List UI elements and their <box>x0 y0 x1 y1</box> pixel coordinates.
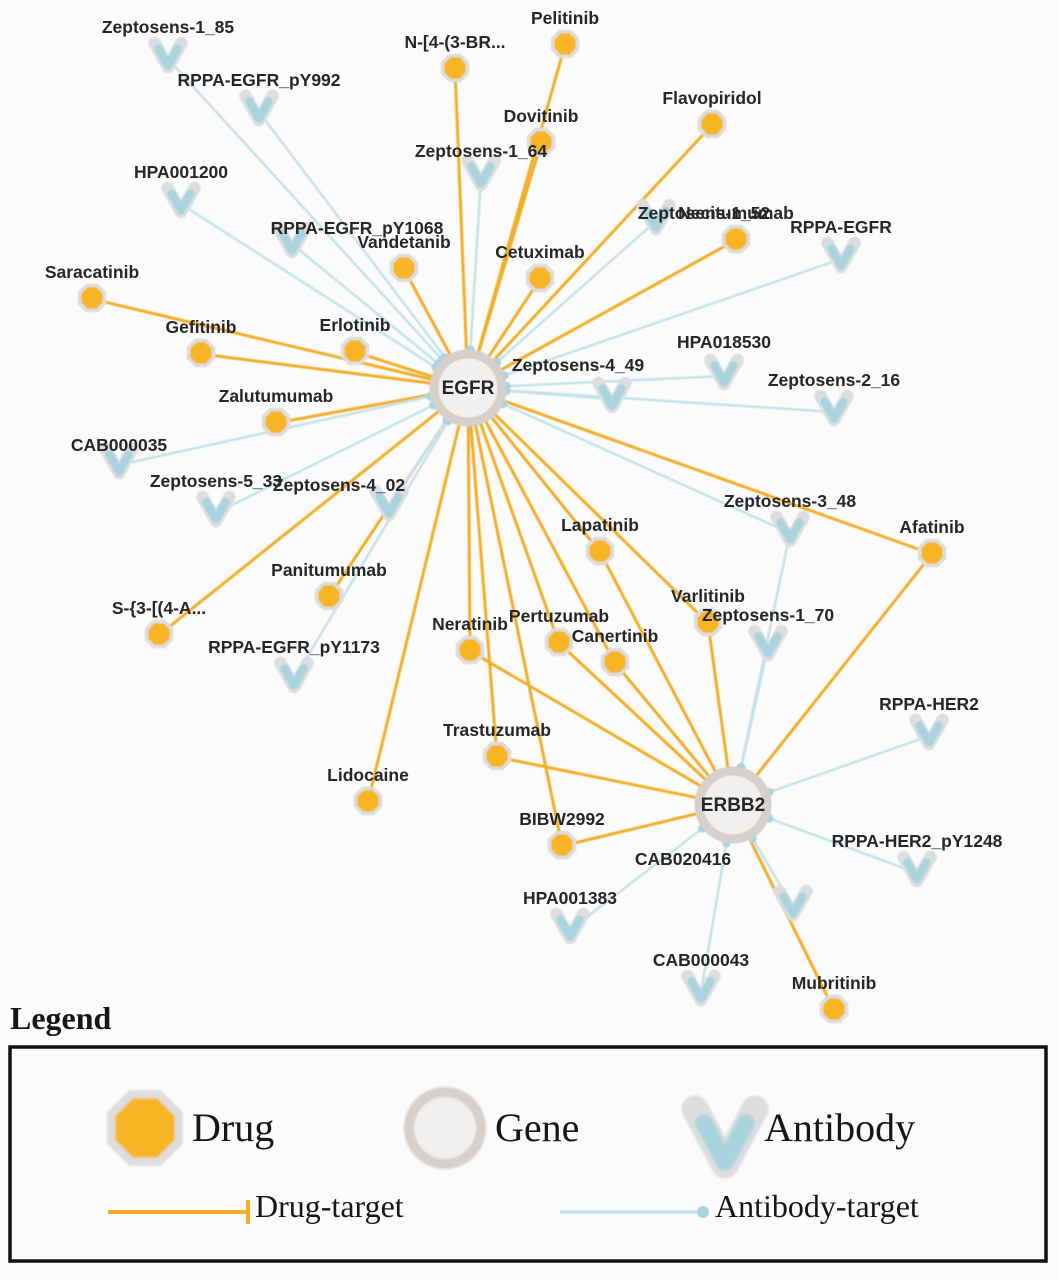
svg-text:Pelitinib: Pelitinib <box>531 8 599 28</box>
svg-text:CAB020416: CAB020416 <box>635 849 732 869</box>
svg-text:Cetuximab: Cetuximab <box>495 242 584 262</box>
svg-text:HPA001383: HPA001383 <box>523 888 617 908</box>
svg-text:BIBW2992: BIBW2992 <box>519 809 605 829</box>
svg-text:Zeptosens-3_48: Zeptosens-3_48 <box>724 491 857 511</box>
svg-text:Varlitinib: Varlitinib <box>671 586 745 606</box>
svg-text:Zeptosens-2_16: Zeptosens-2_16 <box>768 370 901 390</box>
svg-text:EGFR: EGFR <box>442 378 495 399</box>
svg-text:Pertuzumab: Pertuzumab <box>509 606 609 626</box>
svg-text:Erlotinib: Erlotinib <box>320 315 391 335</box>
svg-text:Zeptosens-1_64: Zeptosens-1_64 <box>415 141 548 161</box>
svg-text:S-{3-[(4-A...: S-{3-[(4-A... <box>112 598 206 618</box>
svg-text:CAB000035: CAB000035 <box>71 435 168 455</box>
svg-text:RPPA-HER2: RPPA-HER2 <box>879 694 979 714</box>
svg-text:Saracatinib: Saracatinib <box>45 262 139 282</box>
svg-text:Lapatinib: Lapatinib <box>561 515 639 535</box>
svg-text:RPPA-EGFR: RPPA-EGFR <box>790 217 892 237</box>
svg-text:Zalutumumab: Zalutumumab <box>219 386 334 406</box>
svg-text:Dovitinib: Dovitinib <box>504 106 579 126</box>
svg-text:RPPA-EGFR_pY992: RPPA-EGFR_pY992 <box>177 70 340 90</box>
svg-text:Flavopiridol: Flavopiridol <box>662 88 761 108</box>
svg-text:ERBB2: ERBB2 <box>701 795 765 816</box>
svg-text:Zeptosens-1_85: Zeptosens-1_85 <box>102 17 235 37</box>
svg-text:Zeptosens-4_02: Zeptosens-4_02 <box>273 475 406 495</box>
svg-text:RPPA-EGFR_pY1173: RPPA-EGFR_pY1173 <box>208 637 380 657</box>
svg-text:Canertinib: Canertinib <box>572 626 659 646</box>
svg-text:N-[4-(3-BR...: N-[4-(3-BR... <box>404 32 505 52</box>
svg-text:Zeptosens-4_49: Zeptosens-4_49 <box>512 355 645 375</box>
svg-text:Afatinib: Afatinib <box>899 517 964 537</box>
svg-text:RPPA-EGFR_pY1068: RPPA-EGFR_pY1068 <box>271 218 444 238</box>
svg-text:RPPA-HER2_pY1248: RPPA-HER2_pY1248 <box>832 831 1003 851</box>
svg-text:Mubritinib: Mubritinib <box>792 973 877 993</box>
svg-text:Zeptosens-5_33: Zeptosens-5_33 <box>150 471 283 491</box>
svg-text:Gefitinib: Gefitinib <box>166 317 237 337</box>
svg-text:Zeptosens-1_70: Zeptosens-1_70 <box>702 605 835 625</box>
svg-text:CAB000043: CAB000043 <box>653 950 750 970</box>
svg-text:HPA001200: HPA001200 <box>134 162 228 182</box>
svg-text:HPA018530: HPA018530 <box>677 332 771 352</box>
svg-text:Neratinib: Neratinib <box>432 614 508 634</box>
svg-text:Panitumumab: Panitumumab <box>271 560 387 580</box>
svg-text:Trastuzumab: Trastuzumab <box>443 720 551 740</box>
svg-text:Lidocaine: Lidocaine <box>327 765 409 785</box>
svg-text:Zeptosens-1_52: Zeptosens-1_52 <box>638 203 771 223</box>
